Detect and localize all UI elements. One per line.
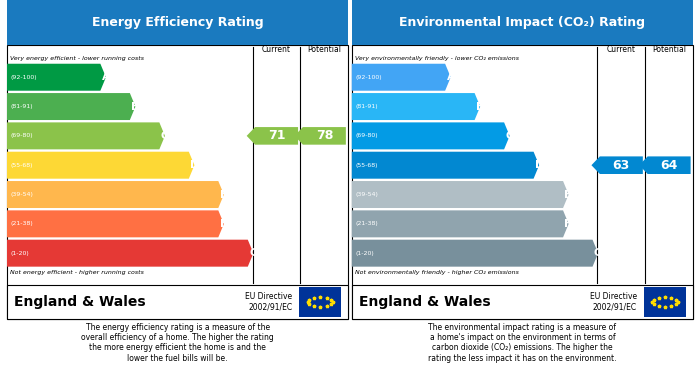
Text: England & Wales: England & Wales — [358, 295, 491, 309]
Text: B: B — [132, 102, 139, 111]
FancyBboxPatch shape — [7, 0, 349, 45]
Text: Not energy efficient - higher running costs: Not energy efficient - higher running co… — [10, 270, 144, 275]
Text: (69-80): (69-80) — [355, 133, 378, 138]
Text: The energy efficiency rating is a measure of the
overall efficiency of a home. T: The energy efficiency rating is a measur… — [81, 323, 274, 363]
Text: E: E — [564, 190, 572, 199]
FancyBboxPatch shape — [644, 287, 686, 317]
Polygon shape — [7, 93, 136, 120]
FancyBboxPatch shape — [351, 285, 693, 319]
Text: 71: 71 — [268, 129, 286, 142]
Polygon shape — [7, 122, 165, 149]
Polygon shape — [351, 210, 568, 237]
Text: F: F — [220, 219, 228, 229]
Polygon shape — [7, 152, 195, 179]
Text: A: A — [102, 72, 111, 82]
Text: The environmental impact rating is a measure of
a home's impact on the environme: The environmental impact rating is a mea… — [428, 323, 617, 363]
FancyBboxPatch shape — [351, 0, 693, 45]
Text: Potential: Potential — [652, 45, 686, 54]
Text: 78: 78 — [316, 129, 333, 142]
Text: G: G — [249, 248, 258, 258]
Text: (92-100): (92-100) — [355, 75, 382, 80]
Text: (39-54): (39-54) — [10, 192, 34, 197]
Text: (92-100): (92-100) — [10, 75, 37, 80]
Polygon shape — [7, 240, 253, 267]
Text: (39-54): (39-54) — [355, 192, 378, 197]
Text: (1-20): (1-20) — [10, 251, 29, 256]
Text: EU Directive
2002/91/EC: EU Directive 2002/91/EC — [245, 292, 293, 312]
Text: F: F — [564, 219, 572, 229]
Polygon shape — [351, 64, 451, 91]
Polygon shape — [7, 210, 224, 237]
Text: Current: Current — [607, 45, 636, 54]
Polygon shape — [7, 181, 224, 208]
Text: 64: 64 — [660, 159, 678, 172]
FancyBboxPatch shape — [7, 45, 349, 319]
Text: (21-38): (21-38) — [355, 221, 378, 226]
Text: (69-80): (69-80) — [10, 133, 33, 138]
Text: (21-38): (21-38) — [10, 221, 34, 226]
Polygon shape — [351, 181, 568, 208]
Text: (1-20): (1-20) — [355, 251, 374, 256]
Text: D: D — [535, 160, 544, 170]
Text: 63: 63 — [612, 159, 630, 172]
FancyBboxPatch shape — [300, 287, 342, 317]
Text: G: G — [594, 248, 603, 258]
Text: (81-91): (81-91) — [355, 104, 378, 109]
Text: Current: Current — [262, 45, 291, 54]
Text: E: E — [220, 190, 228, 199]
Polygon shape — [351, 152, 539, 179]
Text: B: B — [476, 102, 484, 111]
Text: Very environmentally friendly - lower CO₂ emissions: Very environmentally friendly - lower CO… — [355, 56, 519, 61]
Polygon shape — [246, 127, 298, 145]
Text: Very energy efficient - lower running costs: Very energy efficient - lower running co… — [10, 56, 144, 61]
Text: Potential: Potential — [307, 45, 342, 54]
Text: Energy Efficiency Rating: Energy Efficiency Rating — [92, 16, 263, 29]
Polygon shape — [592, 156, 643, 174]
Text: C: C — [505, 131, 514, 141]
Text: (55-68): (55-68) — [10, 163, 33, 168]
Polygon shape — [351, 122, 510, 149]
Polygon shape — [351, 240, 598, 267]
Polygon shape — [351, 93, 480, 120]
FancyBboxPatch shape — [7, 285, 349, 319]
Text: Environmental Impact (CO₂) Rating: Environmental Impact (CO₂) Rating — [400, 16, 645, 29]
Polygon shape — [7, 64, 106, 91]
Polygon shape — [295, 127, 346, 145]
Text: EU Directive
2002/91/EC: EU Directive 2002/91/EC — [590, 292, 637, 312]
Text: (55-68): (55-68) — [355, 163, 378, 168]
FancyBboxPatch shape — [351, 45, 693, 319]
Text: A: A — [447, 72, 455, 82]
Text: D: D — [190, 160, 199, 170]
Text: (81-91): (81-91) — [10, 104, 33, 109]
Text: Not environmentally friendly - higher CO₂ emissions: Not environmentally friendly - higher CO… — [355, 270, 519, 275]
Polygon shape — [639, 156, 691, 174]
Text: England & Wales: England & Wales — [14, 295, 146, 309]
Text: C: C — [161, 131, 169, 141]
